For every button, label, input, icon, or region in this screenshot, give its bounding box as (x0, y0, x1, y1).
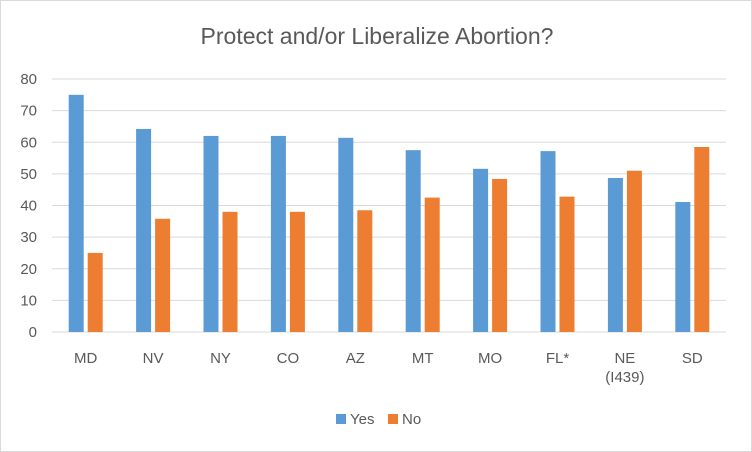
legend: Yes No (336, 411, 421, 428)
x-tick-label: MT (412, 350, 434, 367)
x-tick-label: MO (478, 350, 502, 367)
bar-yes (68, 94, 84, 332)
bar-yes (203, 135, 219, 332)
bar-yes (675, 202, 691, 332)
x-tick-label: MD (74, 350, 97, 367)
y-tick-label: 20 (20, 261, 37, 278)
y-tick-label: 40 (20, 198, 37, 215)
bar-no (155, 218, 171, 332)
bar-yes (270, 135, 286, 332)
bar-no (424, 197, 440, 332)
bar-no (694, 146, 710, 332)
legend-label-no: No (402, 411, 421, 428)
y-tick-label: 80 (20, 71, 37, 88)
y-tick-label: 30 (20, 229, 37, 246)
bar-no (357, 210, 373, 332)
bar-no (289, 211, 305, 332)
y-axis-ticks: 0 10 20 30 40 50 60 70 80 (20, 71, 37, 341)
y-tick-label: 10 (20, 292, 37, 309)
bar-yes (607, 177, 623, 332)
bar-yes (540, 151, 556, 332)
x-tick-label: FL* (546, 350, 570, 367)
bar-yes (405, 150, 421, 332)
x-axis-ticks: MD NV NY CO AZ MT MO FL* NE (I439) SD (74, 350, 703, 386)
bar-no (222, 211, 238, 332)
x-tick-label: CO (277, 350, 300, 367)
bar-no (626, 170, 642, 332)
y-tick-label: 50 (20, 166, 37, 183)
legend-swatch-no (388, 414, 398, 424)
x-tick-label: (I439) (605, 369, 644, 386)
bars (68, 94, 710, 332)
bar-yes (338, 137, 354, 332)
x-tick-label: NV (143, 350, 164, 367)
chart-title: Protect and/or Liberalize Abortion? (201, 23, 554, 49)
legend-swatch-yes (336, 414, 346, 424)
gridlines (52, 78, 726, 333)
legend-label-yes: Yes (350, 411, 374, 428)
x-tick-label: AZ (346, 350, 365, 367)
bar-no (87, 252, 103, 332)
y-tick-label: 0 (29, 324, 37, 341)
y-tick-label: 70 (20, 103, 37, 120)
x-tick-label: NE (614, 350, 635, 367)
bar-no (559, 196, 575, 332)
x-tick-label: NY (210, 350, 231, 367)
bar-yes (473, 168, 489, 332)
bar-no (492, 178, 508, 332)
x-tick-label: SD (682, 350, 703, 367)
bar-yes (136, 128, 152, 332)
y-tick-label: 60 (20, 134, 37, 151)
